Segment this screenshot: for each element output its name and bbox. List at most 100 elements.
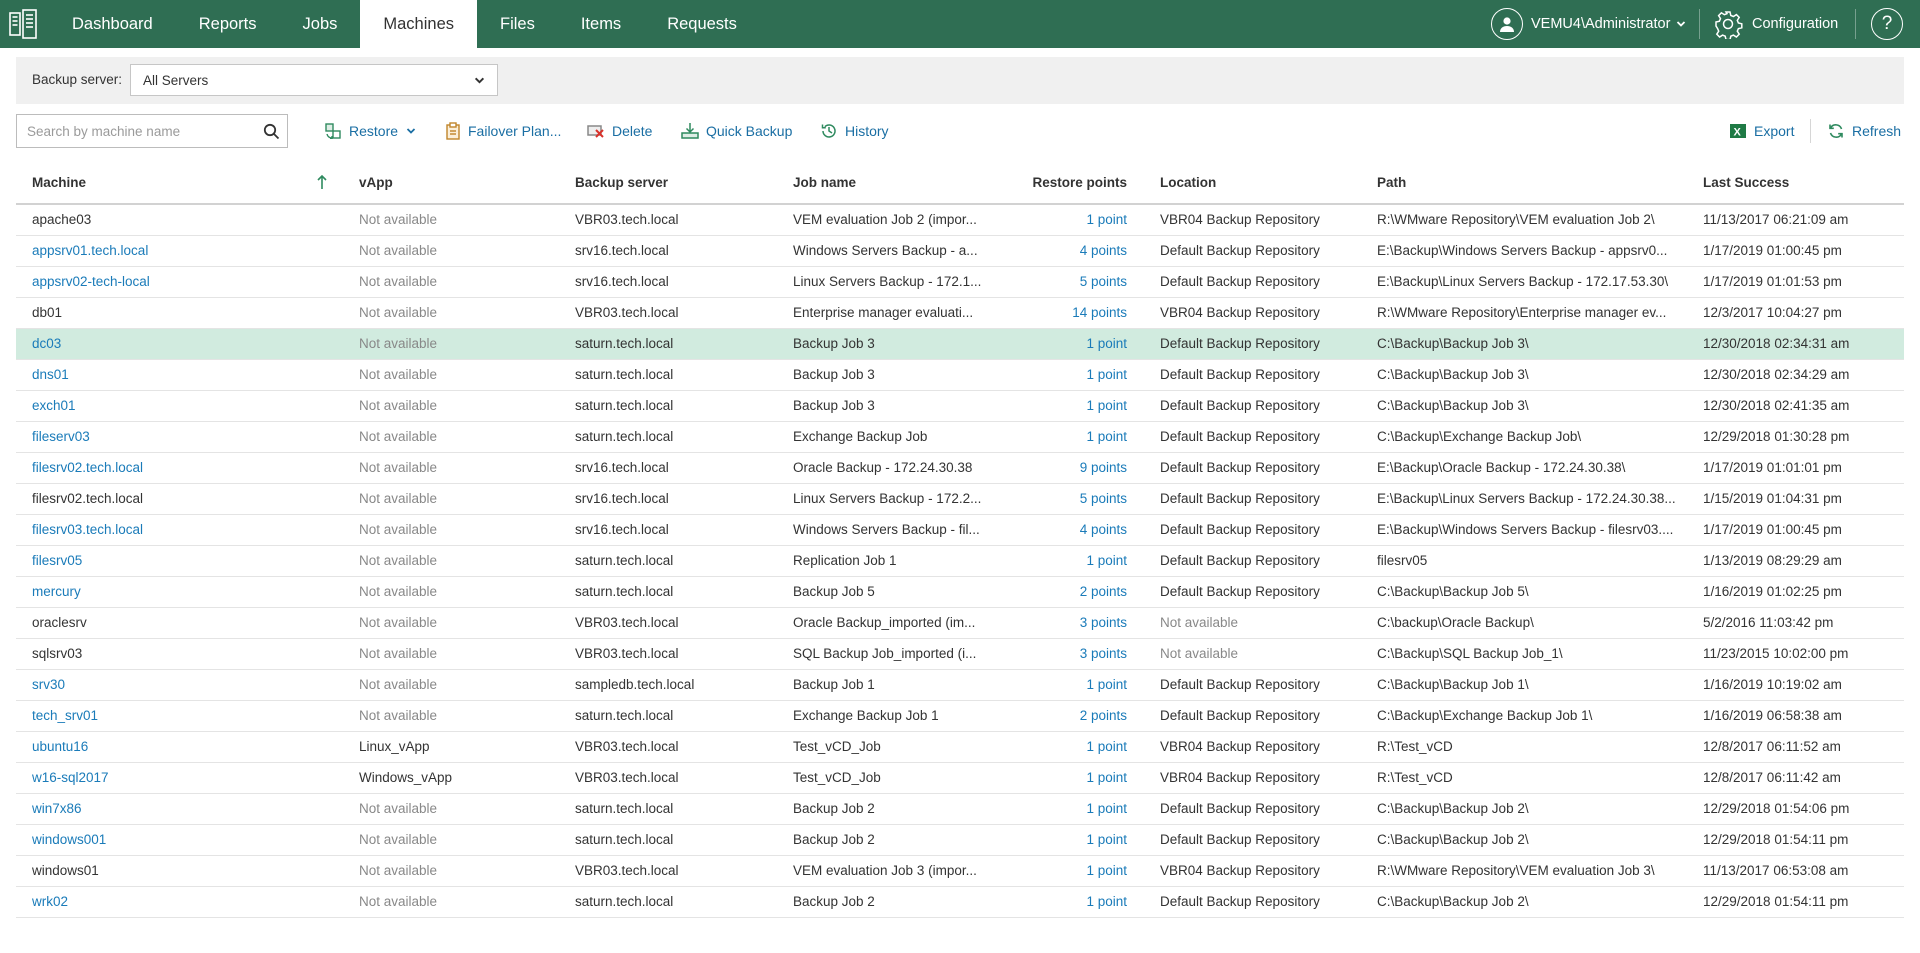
app-logo-icon[interactable] <box>6 7 40 41</box>
restore-points-link[interactable]: 3 points <box>1079 615 1127 630</box>
restore-button[interactable]: Restore <box>324 121 423 141</box>
machine-name-cell[interactable]: filesrv03.tech.local <box>32 522 144 537</box>
export-label: Export <box>1754 123 1795 139</box>
column-header-path[interactable]: Path <box>1377 175 1407 190</box>
table-row[interactable]: srv30 Not available sampledb.tech.local Bac… <box>16 670 1904 701</box>
machine-name-cell[interactable]: tech_srv01 <box>32 708 99 723</box>
table-row[interactable]: apache03 Not available VBR03.tech.local VEM… <box>16 205 1904 236</box>
table-row[interactable]: filesrv02.tech.local Not available srv16.t… <box>16 453 1904 484</box>
restore-points-link[interactable]: 4 points <box>1079 243 1127 258</box>
configuration-button[interactable]: Configuration <box>1713 0 1838 48</box>
machine-name-cell[interactable]: exch01 <box>32 398 76 413</box>
delete-button[interactable]: Delete <box>587 121 652 141</box>
backup-server-select[interactable]: All Servers <box>130 64 498 96</box>
machine-name-cell[interactable]: win7x86 <box>32 801 82 816</box>
table-row[interactable]: tech_srv01 Not available saturn.tech.local… <box>16 701 1904 732</box>
tab-machines[interactable]: Machines <box>360 0 477 48</box>
tab-items[interactable]: Items <box>580 14 622 33</box>
restore-points-link[interactable]: 1 point <box>1086 894 1127 909</box>
column-header-restore-points[interactable]: Restore points <box>1032 175 1127 190</box>
restore-points-link[interactable]: 2 points <box>1079 584 1127 599</box>
restore-points-link[interactable]: 1 point <box>1086 801 1127 816</box>
tab-files[interactable]: Files <box>500 14 535 33</box>
machine-name-cell[interactable]: wrk02 <box>32 894 69 909</box>
clipboard-icon <box>446 122 460 140</box>
column-header-job-name[interactable]: Job name <box>793 175 857 190</box>
restore-points-link[interactable]: 1 point <box>1086 429 1127 444</box>
restore-points-link[interactable]: 1 point <box>1086 863 1127 878</box>
column-header-vapp[interactable]: vApp <box>359 175 393 190</box>
location-cell: VBR04 Backup Repository <box>1160 770 1320 785</box>
table-row[interactable]: appsrv02-tech-local Not available srv16.te… <box>16 267 1904 298</box>
table-row[interactable]: dc03 Not available saturn.tech.local Backup… <box>16 329 1904 360</box>
restore-points-link[interactable]: 1 point <box>1086 739 1127 754</box>
restore-points-link[interactable]: 1 point <box>1086 367 1127 382</box>
user-menu[interactable]: VEMU4\Administrator <box>1491 0 1686 48</box>
tab-reports[interactable]: Reports <box>198 14 257 33</box>
machine-name-cell[interactable]: w16-sql2017 <box>32 770 109 785</box>
table-row[interactable]: w16-sql2017 Windows_vApp VBR03.tech.local T… <box>16 763 1904 794</box>
column-header-location[interactable]: Location <box>1160 175 1217 190</box>
restore-points-link[interactable]: 9 points <box>1079 460 1127 475</box>
column-header-last-success[interactable]: Last Success <box>1703 175 1790 190</box>
machine-name-cell[interactable]: dns01 <box>32 367 69 382</box>
search-input[interactable] <box>17 115 247 147</box>
restore-points-link[interactable]: 1 point <box>1086 398 1127 413</box>
restore-points-link[interactable]: 5 points <box>1079 491 1127 506</box>
machine-name-cell[interactable]: filesrv02.tech.local <box>32 460 144 475</box>
location-cell: Default Backup Repository <box>1160 336 1320 351</box>
restore-points-link[interactable]: 4 points <box>1079 522 1127 537</box>
failover-plan-button[interactable]: Failover Plan... <box>445 121 561 141</box>
restore-points-link[interactable]: 5 points <box>1079 274 1127 289</box>
restore-points-link[interactable]: 1 point <box>1086 212 1127 227</box>
machine-name-cell[interactable]: appsrv02-tech-local <box>32 274 150 289</box>
table-row[interactable]: windows01 Not available VBR03.tech.local VE… <box>16 856 1904 887</box>
machine-name-cell[interactable]: ubuntu16 <box>32 739 89 754</box>
quick-backup-button[interactable]: Quick Backup <box>681 121 792 141</box>
refresh-button[interactable]: Refresh <box>1827 121 1901 141</box>
column-header-backup-server[interactable]: Backup server <box>575 175 669 190</box>
tab-requests[interactable]: Requests <box>667 14 737 33</box>
restore-points-link[interactable]: 1 point <box>1086 336 1127 351</box>
machine-name-cell[interactable]: srv30 <box>32 677 66 692</box>
machine-name-cell[interactable]: appsrv01.tech.local <box>32 243 149 258</box>
table-row[interactable]: sqlsrv03 Not available VBR03.tech.local SQL… <box>16 639 1904 670</box>
tab-jobs[interactable]: Jobs <box>302 14 338 33</box>
restore-points-link[interactable]: 1 point <box>1086 832 1127 847</box>
search-icon[interactable] <box>263 123 280 140</box>
machine-name-cell[interactable]: mercury <box>32 584 81 599</box>
machine-name-cell[interactable]: dc03 <box>32 336 62 351</box>
machine-name-cell[interactable]: fileserv03 <box>32 429 90 444</box>
table-row[interactable]: appsrv01.tech.local Not available srv16.te… <box>16 236 1904 267</box>
table-row[interactable]: windows001 Not available saturn.tech.local… <box>16 825 1904 856</box>
backup-server-cell: saturn.tech.local <box>575 553 674 568</box>
backup-server-cell: sampledb.tech.local <box>575 677 695 692</box>
restore-points-link[interactable]: 3 points <box>1079 646 1127 661</box>
table-row[interactable]: db01 Not available VBR03.tech.local Enterpr… <box>16 298 1904 329</box>
table-row[interactable]: fileserv03 Not available saturn.tech.local… <box>16 422 1904 453</box>
restore-points-link[interactable]: 14 points <box>1072 305 1127 320</box>
history-button[interactable]: History <box>820 121 889 141</box>
restore-points-link[interactable]: 1 point <box>1086 553 1127 568</box>
table-row[interactable]: win7x86 Not available saturn.tech.local Bac… <box>16 794 1904 825</box>
table-row[interactable]: filesrv05 Not available saturn.tech.local R… <box>16 546 1904 577</box>
table-row[interactable]: ubuntu16 Linux_vApp VBR03.tech.local Test_v… <box>16 732 1904 763</box>
restore-points-link[interactable]: 1 point <box>1086 677 1127 692</box>
table-row[interactable]: dns01 Not available saturn.tech.local Backu… <box>16 360 1904 391</box>
vapp-cell: Not available <box>359 801 438 816</box>
table-row[interactable]: mercury Not available saturn.tech.local Bac… <box>16 577 1904 608</box>
table-row[interactable]: wrk02 Not available saturn.tech.local Backu… <box>16 887 1904 918</box>
tab-dashboard[interactable]: Dashboard <box>72 14 153 33</box>
table-row[interactable]: oraclesrv Not available VBR03.tech.local Or… <box>16 608 1904 639</box>
table-row[interactable]: exch01 Not available saturn.tech.local Back… <box>16 391 1904 422</box>
machine-name-cell[interactable]: filesrv05 <box>32 553 83 568</box>
machine-name-cell[interactable]: windows001 <box>32 832 107 847</box>
table-row[interactable]: filesrv02.tech.local Not available srv16.t… <box>16 484 1904 515</box>
help-button[interactable]: ? <box>1871 8 1903 40</box>
column-header-machine[interactable]: Machine <box>32 175 87 190</box>
restore-points-link[interactable]: 2 points <box>1079 708 1127 723</box>
restore-points-link[interactable]: 1 point <box>1086 770 1127 785</box>
table-row[interactable]: filesrv03.tech.local Not available srv16.t… <box>16 515 1904 546</box>
sort-ascending-icon[interactable] <box>316 173 328 191</box>
export-button[interactable]: X Export <box>1729 121 1794 141</box>
